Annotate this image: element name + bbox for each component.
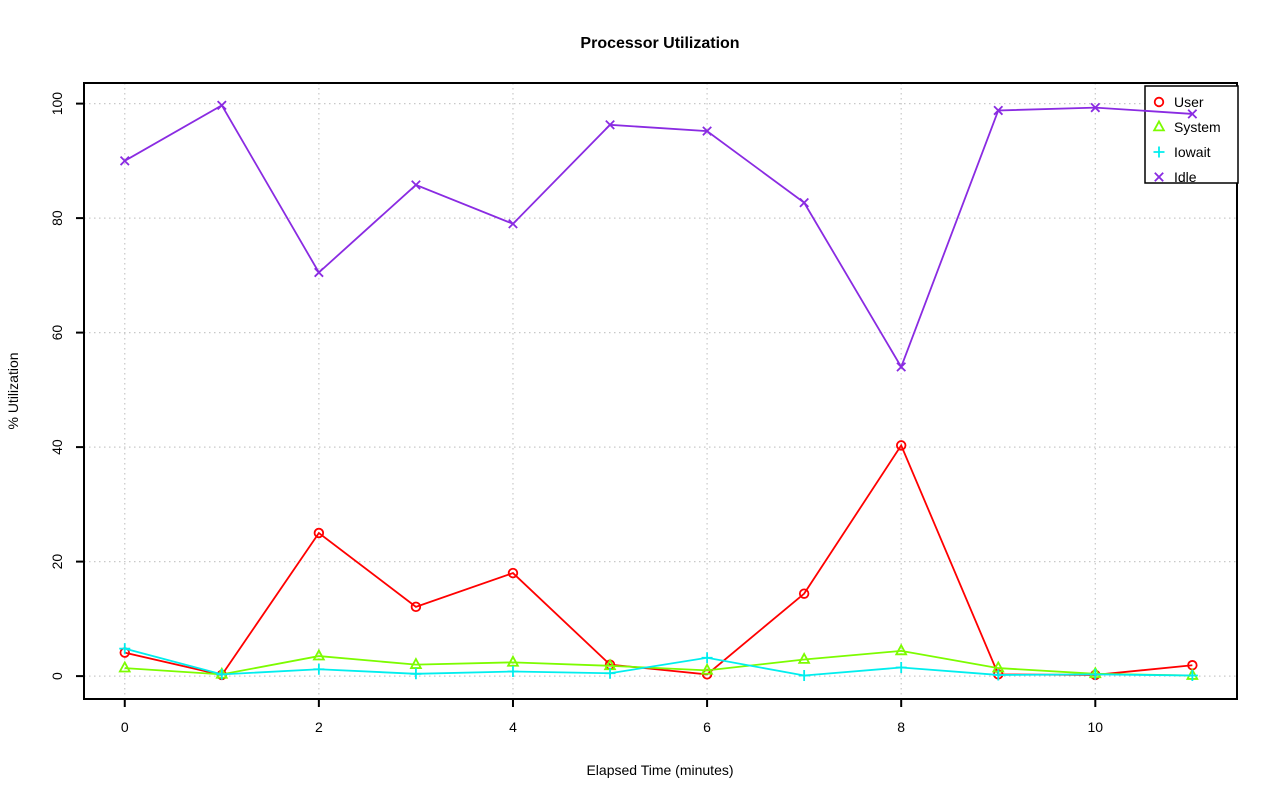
x-marker-icon (1090, 102, 1101, 113)
y-tick-label: 0 (49, 672, 65, 680)
y-tick-label: 80 (49, 210, 65, 226)
x-tick-label: 6 (703, 719, 711, 735)
series-layer (118, 100, 1199, 682)
x-marker-icon (896, 362, 907, 372)
series-system (118, 643, 1199, 680)
circle-marker-icon (798, 588, 810, 599)
plus-marker-icon (895, 662, 907, 674)
x-tick-label: 4 (509, 719, 517, 735)
x-marker-icon (799, 197, 809, 208)
legend-label-iowait: Iowait (1174, 144, 1211, 160)
plot-border (83, 82, 1238, 700)
series-idle (119, 100, 1198, 372)
y-axis-label: % Utilization (5, 352, 21, 429)
series-line-iowait (124, 647, 1193, 677)
x-marker-icon (119, 156, 130, 166)
x-axis-label: Elapsed Time (minutes) (586, 762, 733, 778)
plus-marker-icon (604, 667, 616, 679)
triangle-marker-icon (1152, 119, 1166, 132)
circle-marker-icon (507, 567, 519, 579)
legend-label-user: User (1174, 94, 1204, 110)
plus-marker-icon (701, 652, 713, 664)
gridlines (84, 83, 1237, 699)
x-marker-icon (993, 105, 1004, 116)
triangle-marker-icon (894, 643, 908, 656)
x-marker-icon (605, 119, 615, 130)
x-tick-label: 0 (121, 719, 129, 735)
circle-marker-icon (895, 440, 907, 451)
x-marker-icon (702, 126, 712, 136)
circle-marker-icon (410, 601, 422, 613)
legend-box (1144, 85, 1239, 184)
triangle-marker-icon (506, 654, 520, 667)
x-tick-label: 10 (1088, 719, 1104, 735)
plus-marker-icon (1186, 670, 1198, 682)
plus-marker-icon (798, 670, 810, 682)
triangle-marker-icon (700, 662, 714, 675)
plus-marker-icon (410, 668, 422, 680)
x-marker-icon (508, 218, 518, 229)
y-tick-label: 100 (49, 92, 65, 116)
legend-label-idle: Idle (1174, 169, 1197, 185)
triangle-marker-icon (797, 652, 811, 664)
x-marker-icon (411, 180, 421, 190)
plus-marker-icon (1089, 668, 1101, 680)
series-user (119, 440, 1198, 681)
plus-marker-icon (216, 668, 228, 680)
legend-label-system: System (1174, 119, 1221, 135)
x-tick-label: 2 (315, 719, 323, 735)
series-iowait (119, 643, 1198, 682)
triangle-marker-icon (312, 648, 326, 661)
plus-marker-icon (1153, 146, 1165, 158)
x-marker-icon (216, 100, 227, 111)
x-marker-icon (314, 267, 324, 278)
series-line-system (124, 650, 1193, 677)
x-marker-icon (1154, 172, 1164, 182)
chart-title: Processor Utilization (580, 35, 739, 52)
circle-marker-icon (313, 527, 325, 539)
plus-marker-icon (119, 643, 131, 655)
triangle-marker-icon (409, 657, 423, 669)
circle-marker-icon (1153, 96, 1165, 108)
plus-marker-icon (992, 669, 1004, 681)
series-line-user (124, 443, 1193, 676)
legend: User System Iowait Idle (1144, 85, 1239, 185)
y-tick-label: 40 (49, 439, 65, 455)
series-line-idle (124, 104, 1193, 370)
triangle-marker-icon (118, 660, 132, 673)
y-tick-label: 20 (49, 554, 65, 570)
plus-marker-icon (507, 666, 519, 678)
y-tick-label: 60 (49, 325, 65, 341)
plus-marker-icon (313, 663, 325, 675)
x-marker-icon (1187, 109, 1198, 119)
x-tick-label: 8 (897, 719, 905, 735)
